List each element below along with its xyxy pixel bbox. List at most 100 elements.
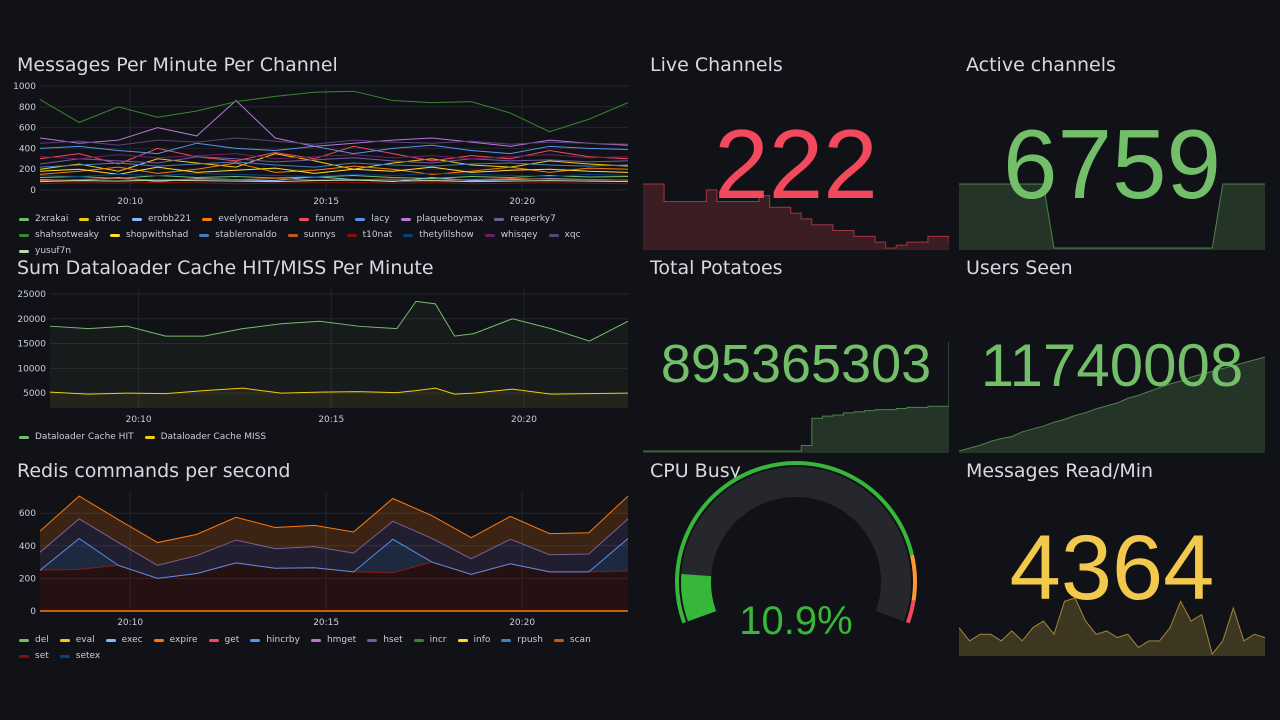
legend-item[interactable]: Dataloader Cache HIT bbox=[19, 432, 134, 442]
legend-item[interactable]: evelynomadera bbox=[202, 214, 288, 224]
legend-item[interactable]: incr bbox=[413, 635, 447, 645]
legend-swatch bbox=[109, 233, 120, 237]
legend-label: incr bbox=[429, 635, 447, 645]
legend-swatch bbox=[59, 654, 70, 658]
gauge-threshold-2 bbox=[905, 600, 916, 624]
y-tick-label: 20000 bbox=[17, 315, 46, 325]
panel-title: Live Channels bbox=[650, 54, 783, 76]
legend-swatch bbox=[299, 217, 310, 221]
gauge-threshold-1 bbox=[909, 554, 917, 601]
legend-label: hset bbox=[383, 635, 403, 645]
messages-chart[interactable]: 0 200 400 600 800 1000 20:10 20:15 20:20 bbox=[10, 80, 630, 210]
legend-item[interactable]: reaperky7 bbox=[494, 214, 556, 224]
sparkline-line bbox=[643, 183, 949, 249]
series-line-shahsotweaky bbox=[39, 90, 629, 133]
live-channels-panel: Live Channels 222 bbox=[643, 48, 949, 250]
y-tick-label: 400 bbox=[19, 542, 36, 552]
legend-swatch bbox=[144, 435, 155, 439]
y-tick-label: 10000 bbox=[17, 364, 46, 374]
messages-read-value: 4364 bbox=[1009, 517, 1215, 619]
y-tick-label: 0 bbox=[30, 186, 36, 196]
legend-swatch bbox=[199, 233, 210, 237]
legend-label: eval bbox=[75, 635, 95, 645]
sparkline-area bbox=[959, 184, 1265, 250]
messages-read-sparkline bbox=[959, 597, 1265, 656]
legend-item[interactable]: hset bbox=[367, 635, 403, 645]
legend-swatch bbox=[132, 217, 143, 221]
legend-item[interactable]: yusuf7n bbox=[19, 246, 71, 256]
redis-chart[interactable]: 0 200 400 600 20:10 20:15 20:20 bbox=[10, 486, 630, 631]
legend-item[interactable]: xqc bbox=[548, 230, 581, 240]
legend-item[interactable]: thetylilshow bbox=[403, 230, 474, 240]
legend-item[interactable]: t10nat bbox=[346, 230, 392, 240]
legend-label: Dataloader Cache MISS bbox=[160, 432, 267, 442]
legend-item[interactable]: 2xrakai bbox=[19, 214, 68, 224]
series-line-lacy bbox=[39, 142, 629, 155]
panel-title: Sum Dataloader Cache HIT/MISS Per Minute bbox=[17, 257, 434, 279]
legend-item[interactable]: hincrby bbox=[250, 635, 300, 645]
active-channels-sparkline bbox=[959, 183, 1265, 250]
series-line-thetylilshow bbox=[39, 172, 629, 177]
legend-label: 2xrakai bbox=[35, 214, 69, 224]
chart-legend: 2xrakai atrioc erobb221 evelynomadera fanum l… bbox=[19, 214, 629, 256]
legend-label: set bbox=[35, 651, 49, 661]
legend-item[interactable]: fanum bbox=[299, 214, 344, 224]
legend-item[interactable]: plaqueboymax bbox=[400, 214, 484, 224]
legend-item[interactable]: whisqey bbox=[484, 230, 538, 240]
legend-item[interactable]: shopwithshad bbox=[109, 230, 188, 240]
legend-item[interactable]: Dataloader Cache MISS bbox=[144, 432, 267, 442]
live-channels-value: 222 bbox=[714, 109, 878, 219]
active-channels-panel: Active channels 6759 bbox=[959, 48, 1265, 250]
y-tick-label: 600 bbox=[19, 509, 36, 519]
series-area-set bbox=[40, 562, 628, 611]
legend-item[interactable]: eval bbox=[59, 635, 95, 645]
legend-item[interactable]: scan bbox=[553, 635, 591, 645]
dataloader-chart[interactable]: 5000 10000 15000 20000 25000 20:10 20:15 20:20 bbox=[10, 283, 630, 428]
legend-item[interactable]: set bbox=[19, 651, 49, 661]
panel-title: Messages Read/Min bbox=[966, 460, 1154, 482]
legend-item[interactable]: atrioc bbox=[79, 214, 121, 224]
sparkline-line bbox=[959, 597, 1265, 656]
legend-swatch bbox=[553, 638, 564, 642]
sparkline-area bbox=[959, 357, 1265, 453]
legend-swatch bbox=[59, 638, 70, 642]
legend-swatch bbox=[79, 217, 90, 221]
legend-item[interactable]: shahsotweaky bbox=[19, 230, 99, 240]
x-tick-label: 20:10 bbox=[117, 618, 143, 628]
legend-item[interactable]: expire bbox=[153, 635, 198, 645]
legend-label: plaqueboymax bbox=[416, 214, 484, 224]
legend-item[interactable]: rpush bbox=[501, 635, 543, 645]
legend-item[interactable]: exec bbox=[105, 635, 143, 645]
series-line-reaperky7 bbox=[39, 156, 629, 165]
legend-label: get bbox=[224, 635, 240, 645]
live-channels-sparkline bbox=[643, 183, 949, 250]
cpu-busy-panel: CPU Busy 10.9% bbox=[643, 454, 949, 656]
series-line-yusuf7n bbox=[39, 179, 629, 183]
sparkline-line bbox=[959, 183, 1265, 249]
dataloader-panel: Sum Dataloader Cache HIT/MISS Per Minute… bbox=[10, 251, 630, 451]
legend-item[interactable]: info bbox=[457, 635, 490, 645]
cpu-busy-value: 10.9% bbox=[739, 599, 853, 643]
legend-swatch bbox=[105, 638, 116, 642]
series-line-Dataloader Cache MISS bbox=[49, 387, 629, 395]
series-line-sunnys bbox=[39, 178, 629, 182]
series-line-xqc bbox=[39, 137, 629, 146]
y-tick-label: 600 bbox=[19, 124, 36, 134]
legend-swatch bbox=[494, 217, 505, 221]
legend-label: exec bbox=[121, 635, 143, 645]
legend-item[interactable]: hmget bbox=[310, 635, 356, 645]
legend-item[interactable]: stableronaldo bbox=[199, 230, 277, 240]
x-tick-label: 20:10 bbox=[117, 197, 143, 207]
legend-swatch bbox=[403, 233, 414, 237]
legend-item[interactable]: get bbox=[208, 635, 240, 645]
y-tick-label: 25000 bbox=[17, 290, 46, 300]
legend-item[interactable]: setex bbox=[59, 651, 100, 661]
legend-item[interactable]: del bbox=[19, 635, 49, 645]
chart-legend: Dataloader Cache HIT Dataloader Cache MIS… bbox=[19, 432, 629, 442]
panel-title: Total Potatoes bbox=[650, 257, 783, 279]
legend-item[interactable]: sunnys bbox=[287, 230, 336, 240]
gauge-threshold-0 bbox=[675, 461, 914, 624]
legend-item[interactable]: lacy bbox=[355, 214, 390, 224]
legend-label: erobb221 bbox=[148, 214, 192, 224]
legend-item[interactable]: erobb221 bbox=[132, 214, 191, 224]
